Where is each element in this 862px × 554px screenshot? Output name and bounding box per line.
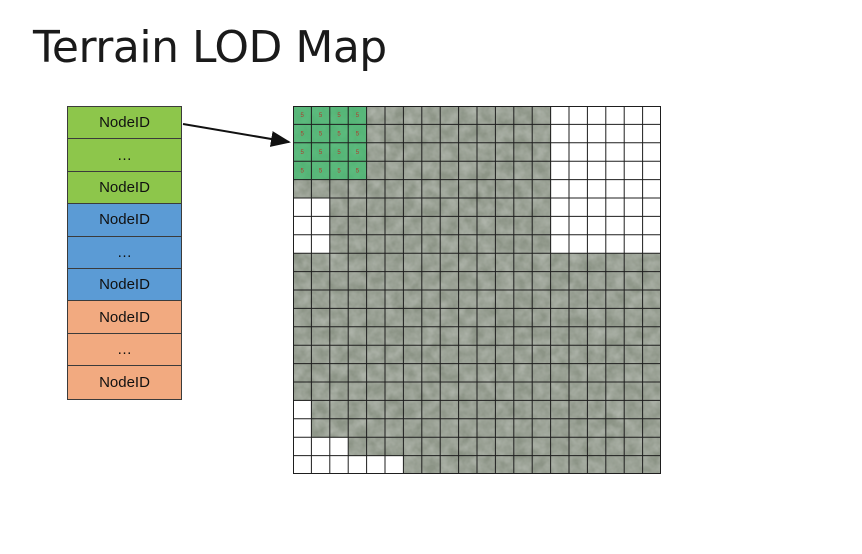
lod-cell: [311, 124, 330, 143]
node-id-cell: NodeID: [68, 268, 181, 302]
node-id-cell: …: [68, 139, 181, 172]
lod-level-label: 5: [301, 113, 305, 119]
lod-level-label: 5: [319, 113, 323, 119]
lod-level-label: 5: [356, 113, 360, 119]
node-id-cell: NodeID: [68, 204, 181, 237]
terrain-texture-strip: [348, 437, 661, 457]
lod-cell: [348, 142, 367, 162]
terrain-lod-map: 5 5 5 5 5 5 5 5 5 5 5 5 5 5 5 5: [293, 106, 661, 474]
lod-level-label: 5: [301, 168, 305, 174]
lod-level-label: 5: [337, 168, 341, 174]
arrow-line: [182, 123, 291, 147]
lod-cell: [293, 142, 312, 162]
lod-level-label: 5: [356, 168, 360, 174]
lod-level-label: 5: [356, 150, 360, 156]
node-id-cell: NodeID: [68, 107, 181, 140]
page-title: Terrain LOD Map: [33, 22, 387, 73]
lod-level-label: 5: [319, 132, 323, 138]
lod-level-label: 5: [301, 132, 305, 138]
lod-level-label: 5: [337, 113, 341, 119]
node-id-cell: …: [68, 333, 181, 367]
grid-lines: [293, 106, 661, 474]
terrain-texture-strip: [311, 418, 661, 438]
lod-level-label: 5: [356, 132, 360, 138]
node-id-cell: NodeID: [68, 366, 181, 399]
lod-level-label: 5: [319, 168, 323, 174]
node-id-list: NodeID… NodeID NodeID… NodeID NodeID… NodeID: [67, 106, 182, 400]
lod-cell: [348, 161, 367, 180]
lod-level-label: 5: [319, 150, 323, 156]
terrain-grid: 5 5 5 5 5 5 5 5 5 5 5 5 5 5 5 5: [293, 106, 661, 474]
lod-cell: [329, 106, 349, 125]
lod-level-label: 5: [301, 150, 305, 156]
lod-cell: [293, 124, 312, 143]
lod-level-label: 5: [337, 150, 341, 156]
lod-cell: [311, 142, 330, 162]
terrain-texture-strip: [311, 400, 661, 420]
lod-cell: [329, 142, 349, 162]
lod-cell: [311, 106, 330, 125]
lod-level-label: 5: [337, 132, 341, 138]
lod-highlight-region: 5 5 5 5 5 5 5 5 5 5 5 5 5 5 5 5: [293, 106, 367, 180]
lod-cell: [293, 106, 312, 125]
node-id-cell: NodeID: [68, 171, 181, 205]
lod-cell: [329, 161, 349, 180]
lod-cell: [293, 161, 312, 180]
node-id-cell: …: [68, 236, 181, 269]
lod-cell: [311, 161, 330, 180]
lod-cell: [329, 124, 349, 143]
lod-cell: [348, 106, 367, 125]
lod-cell: [348, 124, 367, 143]
node-id-cell: NodeID: [68, 301, 181, 334]
